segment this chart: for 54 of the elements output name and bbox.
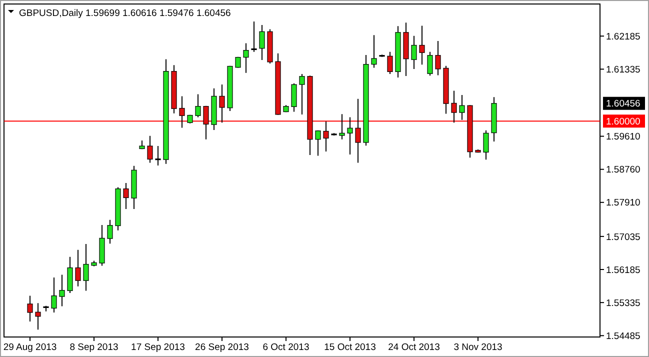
candlestick	[419, 25, 425, 66]
y-tick-label: 1.58760	[606, 164, 640, 176]
candlestick	[355, 98, 361, 164]
x-tick-label: 26 Sep 2013	[195, 342, 249, 353]
candlestick	[107, 219, 113, 244]
candlestick	[243, 42, 249, 74]
x-tick-label: 24 Oct 2013	[388, 342, 440, 353]
text: 1.60456	[606, 98, 640, 110]
x-tick-label: 29 Aug 2013	[3, 342, 57, 353]
candlestick	[147, 135, 153, 164]
candlestick	[291, 82, 297, 112]
candlestick	[323, 120, 329, 152]
chart-title: GBPUSD,Daily 1.59699 1.60616 1.59476 1.60456	[19, 8, 231, 19]
x-tick-label: 8 Sep 2013	[70, 342, 118, 353]
candlestick	[435, 40, 441, 76]
candlestick	[387, 51, 393, 75]
x-tick-label: 6 Oct 2013	[262, 342, 310, 353]
candlestick	[179, 96, 185, 128]
candlestick	[371, 34, 377, 68]
candlestick	[27, 295, 33, 322]
candlestick	[155, 145, 161, 166]
y-tick-label: 1.55335	[606, 298, 640, 309]
candlestick	[315, 130, 321, 156]
candlestick	[259, 24, 265, 61]
x-tick-label: 3 Nov 2013	[454, 342, 502, 353]
candlestick	[347, 116, 353, 156]
x-tick-label: 15 Oct 2013	[324, 342, 376, 353]
candlestick	[251, 21, 257, 52]
candlestick	[459, 94, 465, 120]
candlestick	[299, 74, 305, 115]
candlestick	[411, 35, 417, 70]
y-tick-label: 1.57035	[606, 232, 640, 243]
y-tick-label: 1.62185	[606, 31, 640, 42]
candlestick	[219, 84, 225, 124]
candlestick	[51, 276, 57, 313]
x-tick-label: 17 Sep 2013	[131, 342, 185, 353]
candlestick	[59, 274, 65, 307]
candlestick	[83, 244, 89, 292]
y-tick-label: 1.54485	[606, 330, 640, 342]
candlestick	[67, 256, 73, 294]
y-tick-label: 1.61335	[606, 64, 640, 76]
candlestick	[339, 114, 345, 140]
candlestick	[427, 51, 433, 76]
y-tick-label: 1.57910	[606, 198, 640, 209]
candlestick	[483, 130, 489, 160]
candlestick	[35, 302, 41, 330]
candlestick	[203, 105, 209, 140]
ref-line-label: 1.60000	[606, 116, 640, 128]
candlestick	[451, 90, 457, 124]
candlestick	[123, 182, 129, 210]
y-tick-label: 1.56185	[606, 264, 640, 276]
candlestick	[195, 94, 201, 118]
y-tick-label: 1.59610	[606, 132, 640, 143]
candlestick	[75, 249, 81, 287]
